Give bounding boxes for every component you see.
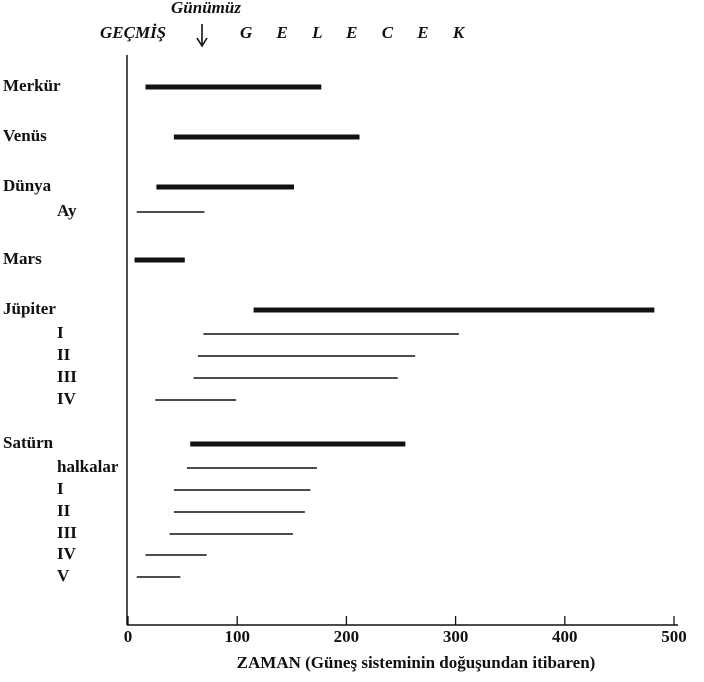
now-label: Günümüz [171,0,241,17]
row-label: Mars [3,249,42,268]
row-label: Merkür [3,76,61,95]
x-axis-label: ZAMAN (Güneş sisteminin doğuşundan itiba… [237,653,596,672]
past-label: GEÇMİŞ [100,23,166,42]
x-tick-label: 0 [124,627,133,646]
row-label: Ay [57,201,77,220]
row-label: IV [57,389,77,408]
x-tick-label: 400 [552,627,578,646]
row-label: Dünya [3,176,52,195]
row-label: Jüpiter [3,299,56,318]
row-label: III [57,523,77,542]
row-label: Venüs [3,126,47,145]
x-tick-label: 500 [661,627,687,646]
row-label: Satürn [3,433,54,452]
row-label: halkalar [57,457,119,476]
row-label: I [57,323,64,342]
x-tick-label: 300 [443,627,469,646]
future-label: G E L E C E K [240,23,466,42]
now-arrow [196,24,208,48]
row-label: II [57,345,71,364]
row-label: V [57,566,70,585]
row-label: II [57,501,71,520]
x-tick-label: 100 [224,627,250,646]
row-label: IV [57,544,77,563]
row-label: III [57,367,77,386]
row-label: I [57,479,64,498]
x-tick-label: 200 [334,627,360,646]
